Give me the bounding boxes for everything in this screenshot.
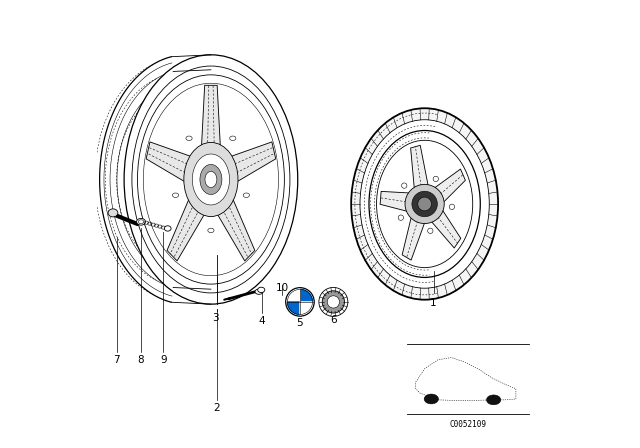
Polygon shape bbox=[431, 207, 461, 248]
Text: 10: 10 bbox=[276, 283, 289, 293]
Ellipse shape bbox=[401, 183, 407, 188]
Ellipse shape bbox=[360, 120, 489, 288]
Polygon shape bbox=[225, 142, 276, 185]
Ellipse shape bbox=[172, 193, 179, 198]
Polygon shape bbox=[167, 192, 208, 261]
Polygon shape bbox=[201, 85, 221, 154]
Ellipse shape bbox=[424, 394, 438, 404]
Text: 9: 9 bbox=[160, 355, 166, 365]
Ellipse shape bbox=[205, 172, 217, 188]
Ellipse shape bbox=[369, 130, 480, 277]
Polygon shape bbox=[380, 191, 411, 212]
Text: 1: 1 bbox=[430, 297, 437, 308]
Ellipse shape bbox=[405, 185, 444, 224]
Text: 4: 4 bbox=[259, 316, 266, 326]
Text: 7: 7 bbox=[113, 355, 120, 365]
Ellipse shape bbox=[351, 108, 498, 300]
Ellipse shape bbox=[255, 289, 263, 294]
Wedge shape bbox=[287, 302, 300, 314]
Ellipse shape bbox=[138, 75, 284, 284]
Ellipse shape bbox=[136, 219, 145, 225]
Ellipse shape bbox=[230, 136, 236, 141]
Ellipse shape bbox=[418, 197, 431, 211]
Ellipse shape bbox=[322, 291, 344, 313]
Wedge shape bbox=[300, 302, 312, 314]
Text: 2: 2 bbox=[213, 403, 220, 413]
Ellipse shape bbox=[412, 191, 437, 217]
Polygon shape bbox=[411, 145, 429, 192]
Ellipse shape bbox=[486, 395, 500, 405]
Ellipse shape bbox=[258, 287, 265, 293]
Ellipse shape bbox=[428, 228, 433, 233]
Ellipse shape bbox=[243, 193, 250, 198]
Ellipse shape bbox=[200, 164, 222, 194]
Wedge shape bbox=[300, 289, 312, 302]
Text: 3: 3 bbox=[212, 314, 219, 323]
Polygon shape bbox=[402, 214, 425, 260]
Text: 6: 6 bbox=[330, 315, 337, 325]
Ellipse shape bbox=[433, 176, 438, 181]
Text: C0052109: C0052109 bbox=[449, 420, 486, 429]
Ellipse shape bbox=[184, 142, 238, 216]
Ellipse shape bbox=[449, 204, 454, 210]
Text: 5: 5 bbox=[297, 318, 303, 328]
Ellipse shape bbox=[327, 296, 339, 308]
Wedge shape bbox=[287, 289, 300, 302]
Polygon shape bbox=[146, 142, 196, 185]
Text: 8: 8 bbox=[138, 355, 145, 365]
Polygon shape bbox=[214, 192, 255, 261]
Ellipse shape bbox=[124, 55, 298, 304]
Ellipse shape bbox=[398, 215, 404, 220]
Ellipse shape bbox=[376, 140, 473, 267]
Ellipse shape bbox=[186, 136, 192, 141]
Polygon shape bbox=[434, 169, 465, 205]
Ellipse shape bbox=[192, 154, 230, 205]
Ellipse shape bbox=[208, 228, 214, 233]
Ellipse shape bbox=[285, 288, 314, 316]
Ellipse shape bbox=[164, 226, 171, 231]
Ellipse shape bbox=[108, 209, 118, 217]
